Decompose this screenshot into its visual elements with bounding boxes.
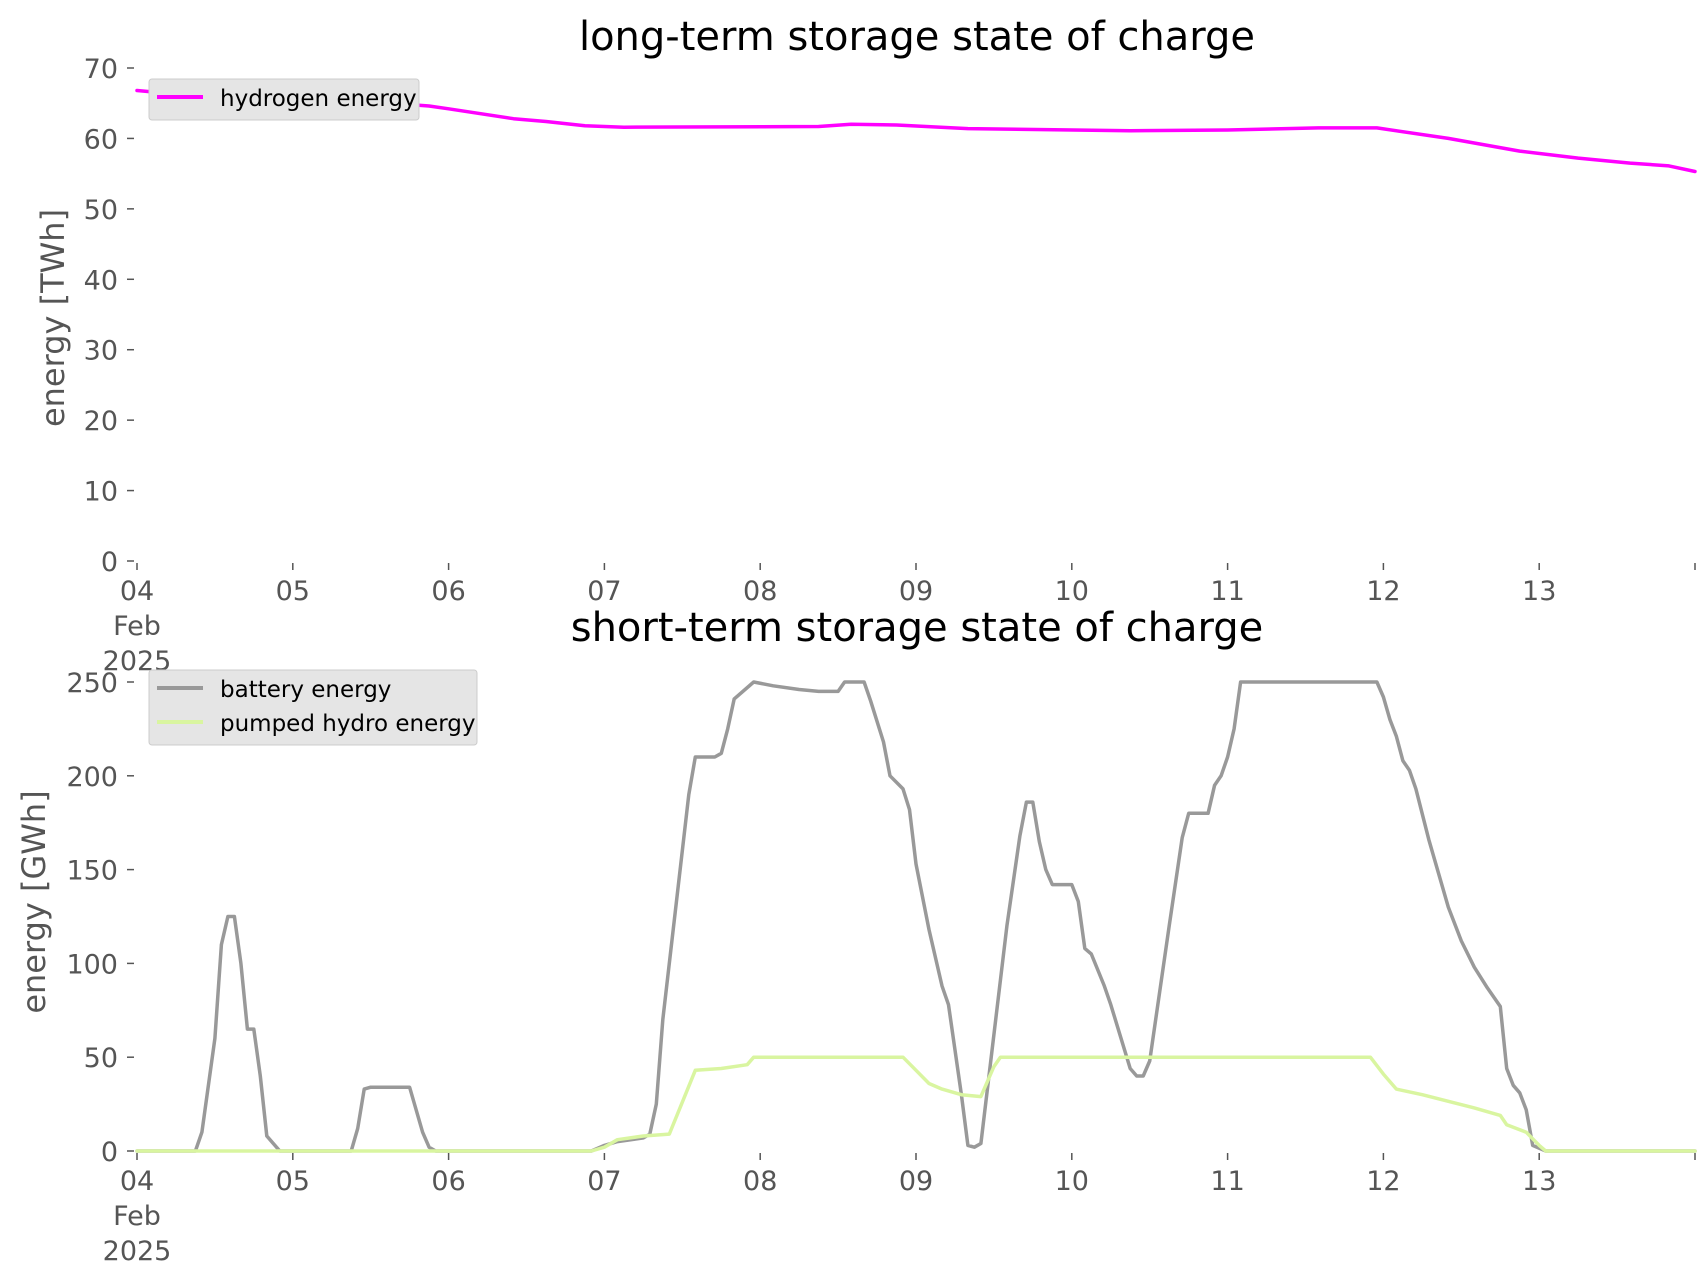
short-term-x-tick-label: 11 bbox=[1210, 1166, 1244, 1197]
short-term-chart: short-term storage state of charge energ… bbox=[15, 605, 1697, 1267]
long-term-chart-title: long-term storage state of charge bbox=[579, 14, 1255, 60]
series-battery-energy-line bbox=[135, 680, 1697, 1153]
short-term-y-tick-label: 200 bbox=[66, 762, 118, 793]
long-term-x-tick-label: 10 bbox=[1055, 576, 1089, 607]
long-term-y-tick-label: 70 bbox=[84, 54, 118, 85]
long-term-x-tick-label: 05 bbox=[276, 576, 310, 607]
short-term-x-tick-label: 05 bbox=[276, 1166, 310, 1197]
short-term-y-tick-label: 0 bbox=[101, 1137, 118, 1168]
long-term-plot-area bbox=[135, 88, 1697, 174]
long-term-x-tick-label: 12 bbox=[1366, 576, 1400, 607]
long-term-x-tick-label: 13 bbox=[1522, 576, 1556, 607]
short-term-legend: battery energy pumped hydro energy bbox=[148, 669, 478, 746]
short-term-x-tick-label: 04 bbox=[120, 1166, 154, 1197]
short-term-chart-title: short-term storage state of charge bbox=[571, 605, 1264, 651]
long-term-y-tick-label: 20 bbox=[84, 406, 118, 437]
long-term-y-tick-label: 60 bbox=[84, 124, 118, 155]
short-term-x-tick-label: 2025 bbox=[103, 1236, 172, 1267]
long-term-x-tick-label: 11 bbox=[1210, 576, 1244, 607]
long-term-y-tick-label: 0 bbox=[101, 547, 118, 578]
long-term-legend: hydrogen energy bbox=[148, 78, 420, 121]
short-term-y-tick-label: 250 bbox=[66, 668, 118, 699]
series-hydrogen-energy-line bbox=[135, 88, 1697, 174]
long-term-x-tick-label: Feb bbox=[113, 611, 161, 642]
short-term-y-axis: 0 50 100 150 200 250 bbox=[66, 668, 134, 1168]
short-term-x-tick-label: 09 bbox=[899, 1166, 933, 1197]
short-term-legend-box bbox=[148, 669, 478, 746]
short-term-x-axis: 04 Feb 2025 05 06 07 08 09 10 11 12 13 bbox=[103, 1153, 1696, 1267]
long-term-x-tick-label: 09 bbox=[899, 576, 933, 607]
series-pumped-hydro-energy-line bbox=[135, 1055, 1697, 1153]
short-term-x-tick-label: Feb bbox=[113, 1201, 161, 1232]
short-term-x-tick-label: 06 bbox=[431, 1166, 465, 1197]
long-term-x-tick-label: 06 bbox=[431, 576, 465, 607]
long-term-legend-box bbox=[148, 78, 420, 121]
legend-battery-energy-label: battery energy bbox=[220, 677, 391, 703]
long-term-y-tick-label: 10 bbox=[84, 477, 118, 508]
legend-hydrogen-energy-label: hydrogen energy bbox=[220, 86, 417, 112]
short-term-y-tick-label: 50 bbox=[84, 1043, 118, 1074]
short-term-x-tick-label: 10 bbox=[1055, 1166, 1089, 1197]
long-term-y-tick-label: 40 bbox=[84, 265, 118, 296]
short-term-x-tick-label: 13 bbox=[1522, 1166, 1556, 1197]
long-term-y-axis: 0 10 20 30 40 50 60 70 bbox=[84, 54, 134, 578]
long-term-chart: long-term storage state of charge energy… bbox=[34, 14, 1697, 677]
short-term-y-axis-label: energy [GWh] bbox=[15, 790, 53, 1013]
long-term-x-tick-label: 08 bbox=[743, 576, 777, 607]
short-term-y-tick-label: 150 bbox=[66, 856, 118, 887]
legend-pumped-hydro-energy-label: pumped hydro energy bbox=[220, 711, 476, 737]
short-term-y-tick-label: 100 bbox=[66, 949, 118, 980]
long-term-y-tick-label: 30 bbox=[84, 336, 118, 367]
short-term-plot-area bbox=[135, 680, 1697, 1153]
long-term-y-axis-label: energy [TWh] bbox=[34, 209, 72, 427]
short-term-x-tick-label: 07 bbox=[587, 1166, 621, 1197]
short-term-x-tick-label: 12 bbox=[1366, 1166, 1400, 1197]
short-term-x-tick-label: 08 bbox=[743, 1166, 777, 1197]
long-term-x-tick-label: 04 bbox=[120, 576, 154, 607]
long-term-y-tick-label: 50 bbox=[84, 195, 118, 226]
long-term-x-tick-label: 07 bbox=[587, 576, 621, 607]
